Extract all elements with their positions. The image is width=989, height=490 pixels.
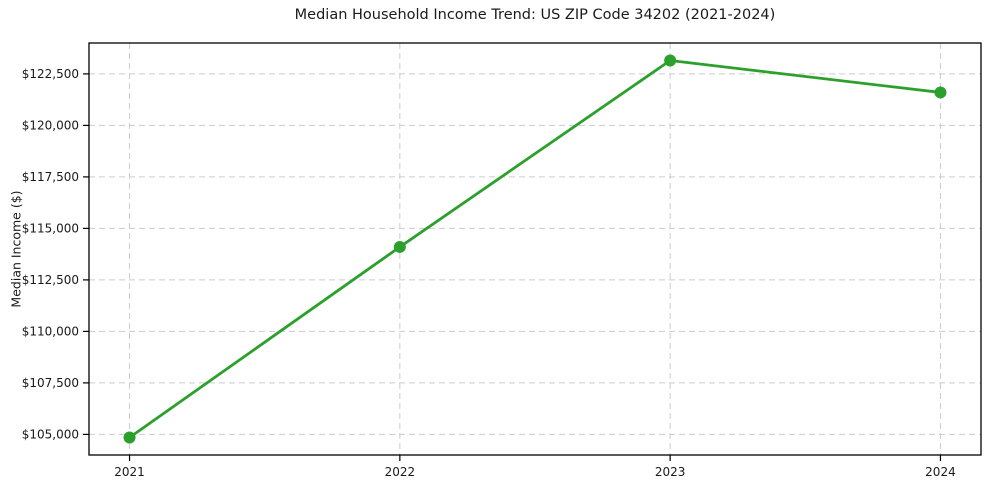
y-tick-label: $107,500	[22, 376, 79, 390]
data-point-2023	[664, 54, 677, 67]
y-tick-label: $117,500	[22, 170, 79, 184]
data-point-2021	[123, 431, 136, 444]
x-tick-label: 2024	[925, 465, 956, 479]
y-tick-label: $110,000	[22, 324, 79, 338]
income-trend-line	[128, 59, 942, 439]
x-tick-label: 2023	[655, 465, 686, 479]
y-tick-label: $105,000	[22, 427, 79, 441]
x-tick-label: 2022	[385, 465, 416, 479]
plot-border	[88, 42, 982, 456]
y-tick-label: $115,000	[22, 221, 79, 235]
y-tick-label: $122,500	[22, 67, 79, 81]
x-tick-label: 2021	[114, 465, 145, 479]
y-tick-label: $120,000	[22, 118, 79, 132]
data-point-2022	[393, 240, 406, 253]
y-tick-label: $112,500	[22, 273, 79, 287]
data-point-2024	[934, 86, 947, 99]
chart-title: Median Household Income Trend: US ZIP Co…	[294, 7, 776, 23]
